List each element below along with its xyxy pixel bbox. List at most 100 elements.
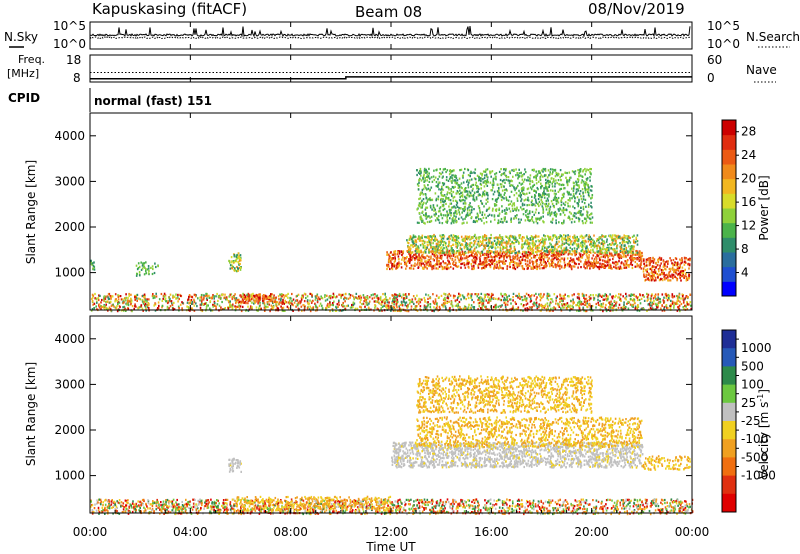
range-gate-cell — [446, 296, 449, 299]
range-gate-cell — [613, 304, 616, 307]
range-gate-cell — [597, 301, 599, 304]
range-gate-cell — [429, 262, 432, 265]
range-gate-cell — [412, 295, 415, 298]
range-gate-cell — [452, 296, 455, 299]
range-gate-cell — [569, 241, 572, 244]
range-gate-cell — [449, 262, 451, 265]
range-gate-cell — [367, 297, 369, 300]
range-gate-cell — [358, 295, 360, 298]
range-gate-cell — [408, 261, 411, 264]
range-gate-cell — [154, 302, 157, 305]
range-gate-cell — [623, 301, 625, 304]
range-gate-cell — [484, 261, 486, 264]
range-gate-cell — [405, 296, 408, 299]
range-gate-cell — [496, 250, 499, 253]
range-gate-cell — [279, 293, 281, 296]
range-gate-cell — [254, 300, 256, 303]
range-gate-cell — [361, 303, 363, 306]
range-gate-cell — [328, 305, 331, 308]
range-gate-cell — [268, 303, 271, 306]
range-gate-cell — [487, 301, 489, 304]
range-gate-cell — [584, 245, 586, 248]
range-gate-cell — [238, 304, 240, 307]
range-gate-cell — [475, 246, 478, 249]
range-gate-cell — [532, 245, 534, 248]
range-gate-cell — [449, 257, 452, 260]
range-gate-cell — [394, 293, 396, 296]
range-gate-cell — [562, 237, 565, 240]
range-gate-cell — [586, 267, 588, 270]
range-gate-cell — [564, 203, 566, 207]
range-gate-cell — [393, 300, 396, 303]
range-gate-cell — [455, 215, 457, 218]
range-gate-cell — [485, 253, 488, 256]
range-gate-cell — [567, 304, 570, 307]
range-gate-cell — [561, 249, 563, 252]
range-gate-cell — [384, 292, 386, 295]
range-gate-cell — [126, 301, 129, 304]
range-gate-cell — [433, 306, 435, 309]
range-gate-cell — [422, 246, 425, 249]
range-gate-cell — [614, 295, 616, 299]
range-gate-cell — [490, 297, 493, 300]
range-gate-cell — [591, 221, 593, 224]
range-gate-cell — [215, 295, 217, 298]
range-gate-cell — [398, 294, 400, 298]
range-gate-cell — [93, 307, 96, 310]
range-gate-cell — [564, 201, 567, 204]
range-gate-cell — [538, 257, 540, 260]
range-gate-cell — [343, 296, 346, 299]
range-gate-cell — [495, 266, 497, 269]
range-gate-cell — [444, 267, 446, 270]
range-gate-cell — [393, 265, 395, 268]
range-gate-cell — [443, 247, 445, 250]
range-gate-cell — [595, 306, 597, 309]
range-gate-cell — [419, 298, 421, 301]
range-gate-cell — [549, 309, 552, 312]
range-gate-cell — [437, 263, 440, 266]
range-gate-cell — [375, 295, 378, 298]
range-gate-cell — [443, 262, 446, 265]
range-gate-cell — [584, 188, 587, 192]
range-gate-cell — [385, 305, 387, 308]
range-gate-cell — [593, 298, 595, 301]
range-gate-cell — [610, 243, 613, 246]
range-gate-cell — [172, 294, 174, 297]
range-gate-cell — [186, 305, 188, 308]
range-gate-cell — [445, 185, 448, 189]
range-gate-cell — [636, 298, 639, 302]
range-gate-cell — [142, 302, 145, 305]
range-gate-cell — [238, 307, 241, 310]
range-gate-cell — [678, 296, 681, 299]
range-gate-cell — [563, 303, 566, 306]
range-gate-cell — [532, 260, 535, 264]
range-gate-cell — [478, 302, 481, 305]
range-gate-cell — [461, 243, 463, 246]
range-gate-cell — [579, 242, 582, 245]
range-gate-cell — [511, 207, 514, 210]
range-gate-cell — [242, 299, 245, 302]
range-gate-cell — [457, 306, 459, 309]
range-gate-cell — [565, 239, 568, 242]
range-gate-cell — [117, 295, 120, 299]
range-gate-cell — [307, 303, 310, 306]
range-gate-cell — [606, 261, 608, 264]
range-gate-cell — [189, 309, 191, 312]
range-gate-cell — [595, 256, 597, 259]
range-gate-cell — [671, 294, 674, 297]
range-gate-cell — [94, 297, 96, 300]
range-gate-cell — [283, 302, 285, 305]
range-gate-cell — [228, 295, 230, 298]
range-gate-cell — [574, 197, 576, 200]
range-gate-cell — [589, 189, 592, 192]
range-gate-cell — [144, 298, 147, 301]
range-gate-cell — [424, 300, 426, 303]
range-gate-cell — [524, 297, 526, 301]
range-gate-cell — [542, 305, 544, 308]
range-gate-cell — [502, 260, 505, 263]
range-gate-cell — [408, 293, 410, 296]
range-gate-cell — [527, 246, 529, 249]
range-gate-cell — [627, 307, 630, 310]
range-gate-cell — [582, 306, 585, 309]
range-gate-cell — [490, 295, 493, 298]
